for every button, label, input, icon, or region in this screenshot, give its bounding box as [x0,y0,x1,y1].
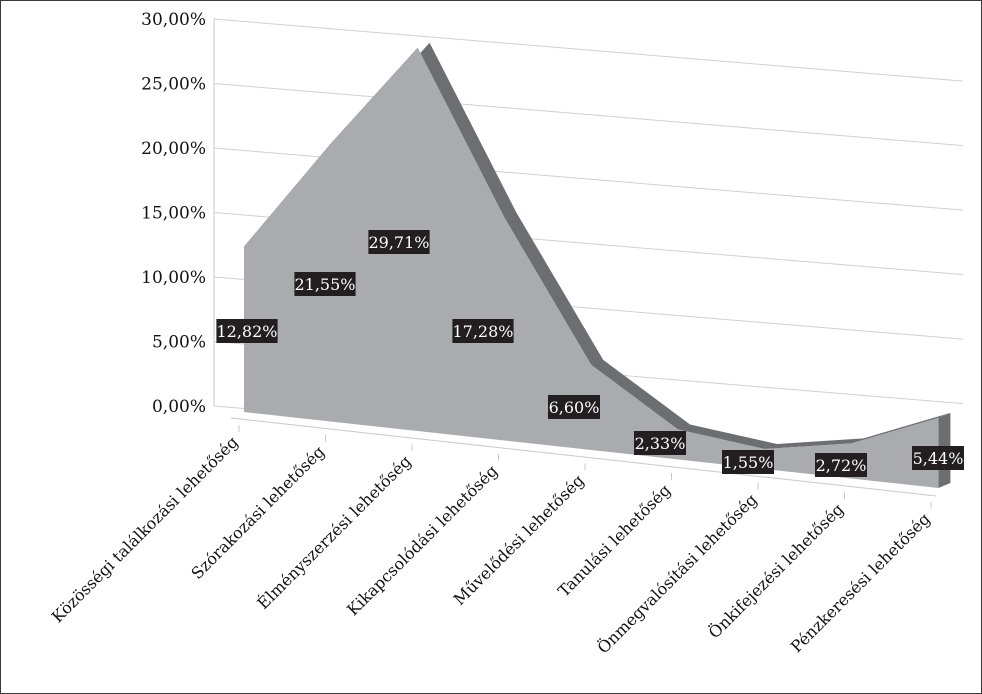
x-tick-label: Önmegvalósítási lehetőség [593,489,761,657]
data-label-text: 21,55% [294,275,355,294]
data-label-text: 2,33% [635,434,686,453]
data-label-text: 5,44% [913,449,964,468]
data-labels: 12,82% 21,55% 29,71% 17,28% 6,60% 2,33% 1,55% 2… [216,230,964,477]
y-tick-label: 10,00% [141,268,206,288]
data-label-text: 17,28% [452,322,513,341]
data-label-text: 2,72% [816,456,867,475]
data-label: 2,72% [815,453,867,477]
data-label-box [815,453,867,477]
data-label: 29,71% [368,230,430,254]
gridline [213,18,964,82]
data-label-box [294,272,356,296]
data-label-box [912,446,964,470]
data-label: 17,28% [452,319,514,343]
data-label: 6,60% [548,395,600,419]
data-label-box [452,319,514,343]
data-label: 2,33% [634,431,686,455]
data-label: 21,55% [294,272,356,296]
data-label-box [548,395,600,419]
x-axis-line [230,417,937,497]
y-tick-label: 15,00% [141,204,206,224]
data-label-box [368,230,430,254]
y-tick-label: 25,00% [141,75,206,95]
data-label-text: 1,55% [723,453,774,472]
x-tick-label: Közösségi találkozási lehetőség [48,432,242,626]
data-label: 1,55% [722,450,774,474]
data-label: 12,82% [216,319,278,343]
area-front-face [244,47,939,489]
x-tick-label: Élményszerzési lehetőség [253,451,415,613]
data-label-text: 6,60% [549,398,600,417]
data-label-text: 12,82% [216,322,277,341]
y-tick-label: 30,00% [141,10,206,30]
area-top-ribbon [244,42,951,450]
data-label-box [216,319,278,343]
area-series [244,42,951,489]
gridline [213,83,964,147]
data-label: 5,44% [912,446,964,470]
data-label-box [722,450,774,474]
y-axis-ticks: 0,00% 5,00% 10,00% 15,00% 20,00% 25,00% 30,00% [141,10,206,417]
y-tick-label: 20,00% [141,139,206,159]
y-tick-label: 0,00% [152,397,206,417]
data-label-box [634,431,686,455]
axes [213,19,937,497]
y-tick-label: 5,00% [152,333,206,353]
data-label-text: 29,71% [368,233,429,252]
